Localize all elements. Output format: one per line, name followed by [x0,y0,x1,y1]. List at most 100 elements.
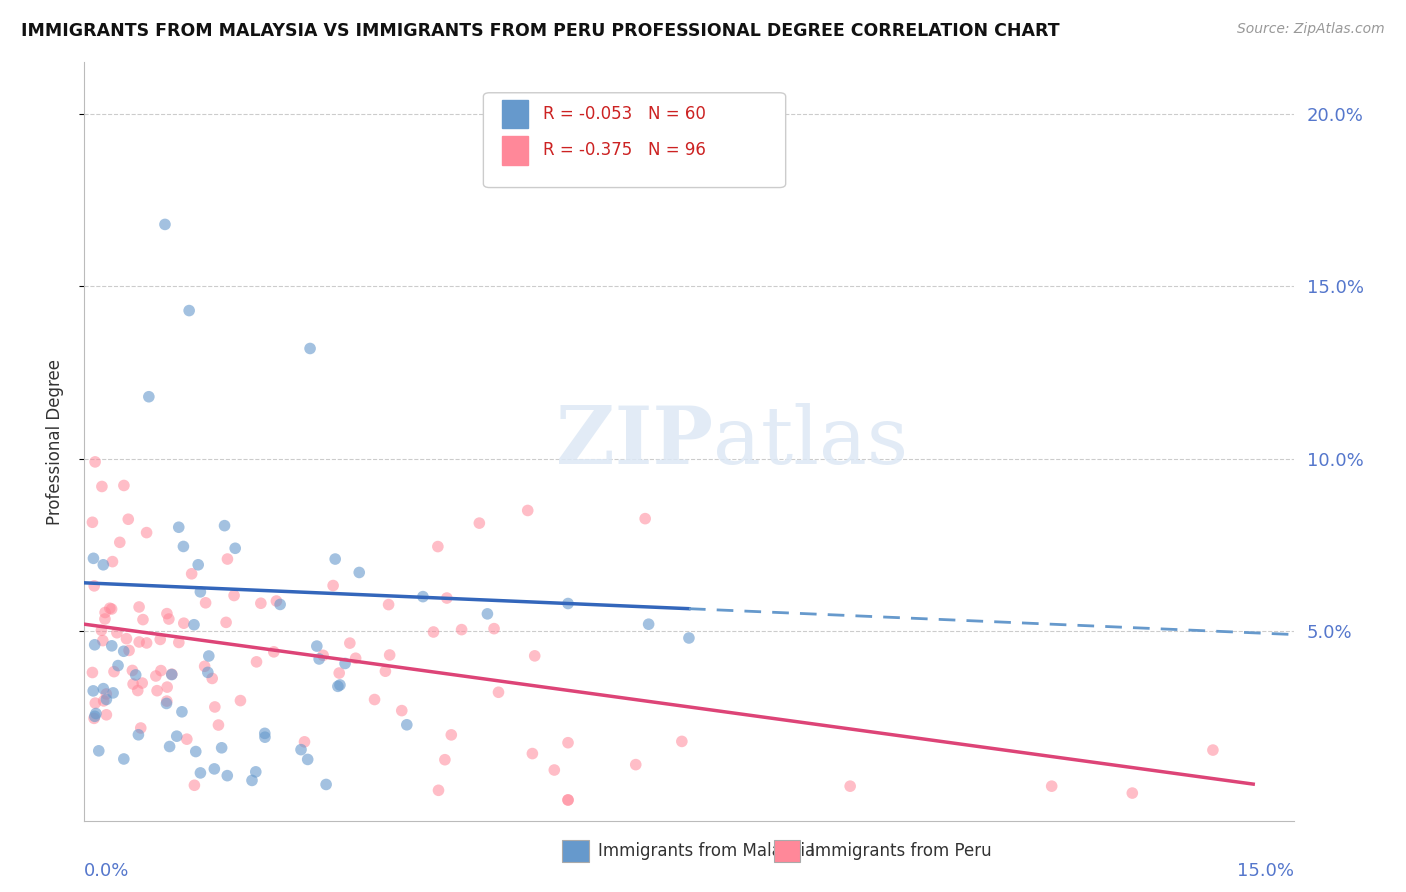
Point [297,752,319,766]
Point [312,648,335,663]
Point [204,700,226,714]
Point [522,747,544,761]
Point [91,558,114,572]
Point [198,648,221,663]
Point [183,778,205,792]
Point [678,631,700,645]
Point [84,696,107,710]
Point [202,762,225,776]
Point [426,540,449,554]
Point [266,594,288,608]
Point [149,632,172,647]
Point [145,669,167,683]
Point [253,726,276,740]
Point [82,665,104,680]
Point [101,639,124,653]
Text: Source: ZipAtlas.com: Source: ZipAtlas.com [1237,22,1385,37]
Point [299,342,322,356]
Point [155,697,177,711]
Point [427,783,450,797]
Point [105,625,128,640]
Point [190,765,212,780]
Point [224,541,246,556]
Point [90,624,112,638]
Text: Immigrants from Malaysia: Immigrants from Malaysia [599,842,815,860]
FancyBboxPatch shape [562,839,589,863]
Point [516,503,538,517]
Point [107,658,129,673]
Point [207,718,229,732]
Point [190,585,212,599]
Point [339,636,361,650]
Point [412,590,434,604]
Point [172,540,194,554]
Point [112,478,135,492]
Point [253,730,276,744]
Point [166,729,188,743]
Text: ZIP: ZIP [557,402,713,481]
Point [96,707,118,722]
Text: atlas: atlas [713,402,908,481]
FancyBboxPatch shape [502,100,529,128]
Point [557,736,579,750]
Point [135,636,157,650]
Point [290,742,312,756]
Point [94,606,117,620]
Text: 15.0%: 15.0% [1236,862,1294,880]
Point [82,551,104,566]
Point [83,638,105,652]
FancyBboxPatch shape [773,839,800,863]
Point [179,303,201,318]
Point [263,645,285,659]
Point [170,705,193,719]
Point [333,657,356,671]
Point [229,693,252,707]
Point [159,739,181,754]
Text: IMMIGRANTS FROM MALAYSIA VS IMMIGRANTS FROM PERU PROFESSIONAL DEGREE CORRELATION: IMMIGRANTS FROM MALAYSIA VS IMMIGRANTS F… [21,22,1060,40]
Point [176,732,198,747]
Point [90,479,112,493]
Point [100,602,122,616]
Point [391,704,413,718]
Point [488,685,510,699]
Point [83,709,105,723]
Point [138,390,160,404]
Point [96,692,118,706]
Point [245,764,267,779]
Point [122,677,145,691]
Point [112,644,135,658]
Point [194,659,217,673]
Point [91,633,114,648]
Point [112,752,135,766]
Point [94,612,117,626]
Point [839,779,862,793]
Point [557,793,579,807]
Point [167,635,190,649]
Point [187,558,209,572]
Point [217,552,239,566]
Point [294,735,316,749]
Point [329,678,352,692]
Point [117,512,139,526]
Point [127,683,149,698]
Point [269,598,291,612]
Y-axis label: Professional Degree: Professional Degree [45,359,63,524]
Point [1121,786,1143,800]
Point [93,681,115,696]
Point [135,525,157,540]
Text: R = -0.375   N = 96: R = -0.375 N = 96 [543,142,706,160]
Point [194,596,217,610]
FancyBboxPatch shape [502,136,529,165]
Point [378,648,401,662]
Point [149,664,172,678]
Point [93,694,115,708]
Point [468,516,491,530]
Point [84,455,107,469]
Point [156,694,179,708]
Point [450,623,472,637]
Point [308,652,330,666]
Text: R = -0.053   N = 60: R = -0.053 N = 60 [543,105,706,123]
Point [201,672,224,686]
FancyBboxPatch shape [484,93,786,187]
Point [395,718,418,732]
